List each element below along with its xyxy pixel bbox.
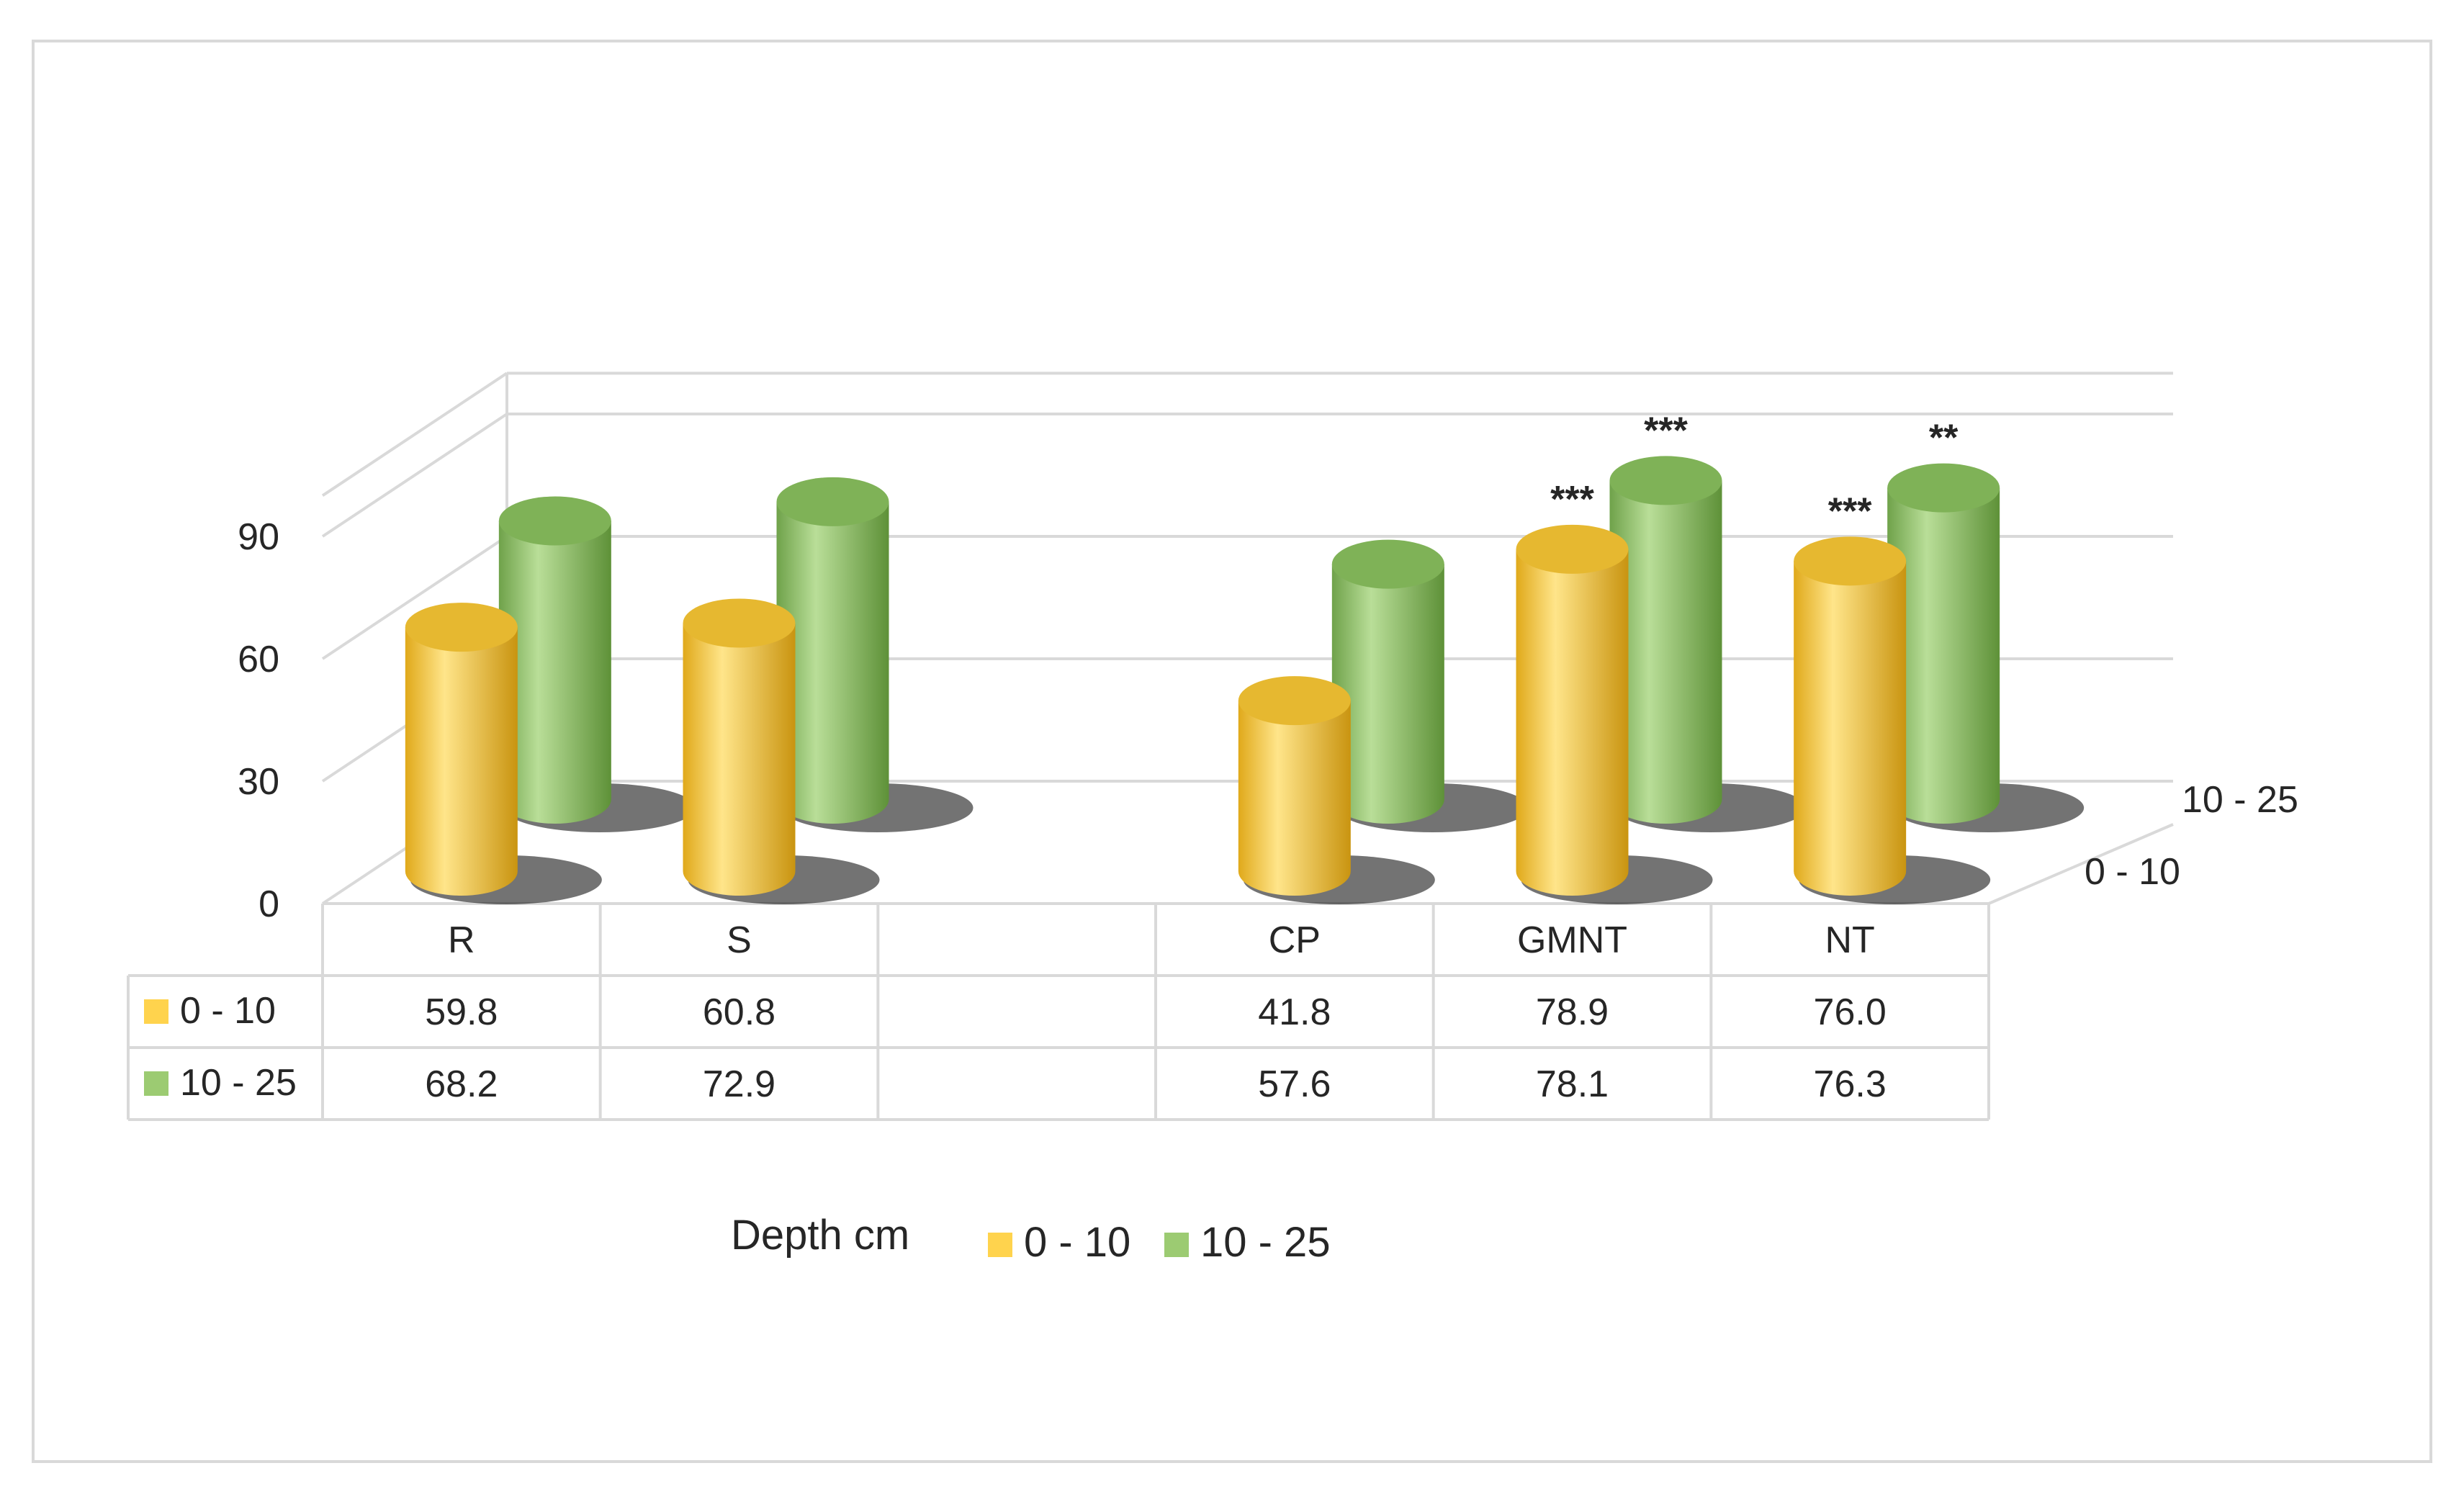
bar-body (1516, 549, 1629, 896)
bar-top (1887, 463, 2000, 513)
bar-body (683, 623, 796, 896)
bar-body (776, 501, 889, 824)
significance-label: ** (1929, 418, 1959, 459)
data-table: R S CP GMNT NT 0 - 10 59.8 60.8 41.8 78.9 76.0 10 -… (127, 904, 1990, 1121)
table-cell-value: 60.8 (703, 991, 775, 1033)
bar-series2 (776, 477, 974, 832)
table-cell-value: 76.3 (1814, 1063, 1887, 1105)
bar-body (498, 521, 611, 824)
bars-layer: *** ***** *** (405, 410, 2085, 904)
bar-body (1794, 561, 1907, 896)
legend: Depth cm 0 - 10 10 - 25 (731, 1212, 1331, 1266)
bar-top (1331, 539, 1444, 589)
legend-swatch (1164, 1233, 1189, 1257)
category-label: GMNT (1517, 919, 1627, 961)
bar-body (1238, 701, 1351, 896)
significance-label: *** (1550, 479, 1594, 521)
table-cell-value: 76.0 (1814, 991, 1887, 1033)
table-cell-value: 41.8 (1258, 991, 1331, 1033)
bar-series2 (1331, 539, 1529, 832)
series-key-swatch (144, 1071, 168, 1096)
table-cell-value: 68.2 (425, 1063, 498, 1105)
table-cell-value: 59.8 (425, 991, 498, 1033)
y-tick-label: 30 (238, 761, 279, 803)
bar-top (498, 496, 611, 546)
bar-series2: *** (1609, 410, 1807, 832)
legend-label: 10 - 25 (1200, 1219, 1331, 1266)
legend-label: 0 - 10 (1024, 1219, 1130, 1266)
bar-top (1516, 524, 1629, 574)
table-cell-value: 78.9 (1536, 991, 1609, 1033)
bar-body (1887, 487, 2000, 824)
bar-top (405, 603, 518, 652)
bar-body (1609, 480, 1722, 824)
bar-series1: *** (1516, 479, 1713, 904)
side-gridline (321, 372, 508, 497)
bar-series1: *** (1794, 490, 1991, 904)
bar-top (776, 477, 889, 526)
y-tick-label: 60 (238, 639, 279, 680)
bar-series2 (498, 496, 696, 832)
depth-axis-label: 10 - 25 (2182, 779, 2298, 821)
significance-label: *** (1828, 490, 1872, 532)
y-tick-label: 0 (258, 883, 279, 925)
floor-right-edge (1988, 823, 2174, 905)
table-cell-value: 78.1 (1536, 1063, 1609, 1105)
bar-top (683, 598, 796, 648)
y-tick-label: 90 (238, 516, 279, 558)
bar-body (1331, 564, 1444, 824)
category-label: S (727, 919, 752, 961)
significance-label: *** (1644, 410, 1688, 451)
bar-body (405, 627, 518, 896)
bar-top (1609, 456, 1722, 505)
depth-axis-label: 0 - 10 (2085, 851, 2180, 893)
side-gridline (321, 413, 508, 538)
bar-top (1238, 676, 1351, 726)
bar-series1 (1238, 676, 1435, 904)
bar-series1 (405, 603, 602, 904)
bar-series1 (683, 598, 880, 904)
legend-title: Depth cm (731, 1212, 909, 1259)
table-cell-value: 57.6 (1258, 1063, 1331, 1105)
side-gridline (321, 535, 508, 660)
series-row-label: 10 - 25 (180, 1062, 297, 1104)
table-cell-value: 72.9 (703, 1063, 775, 1105)
bar-series2: ** (1887, 418, 2085, 832)
category-label: R (448, 919, 475, 961)
legend-swatch (988, 1233, 1012, 1257)
category-label: CP (1269, 919, 1321, 961)
category-label: NT (1825, 919, 1875, 961)
series-row-label: 0 - 10 (180, 990, 276, 1032)
bar-top (1794, 536, 1907, 586)
series-key-swatch (144, 999, 168, 1024)
